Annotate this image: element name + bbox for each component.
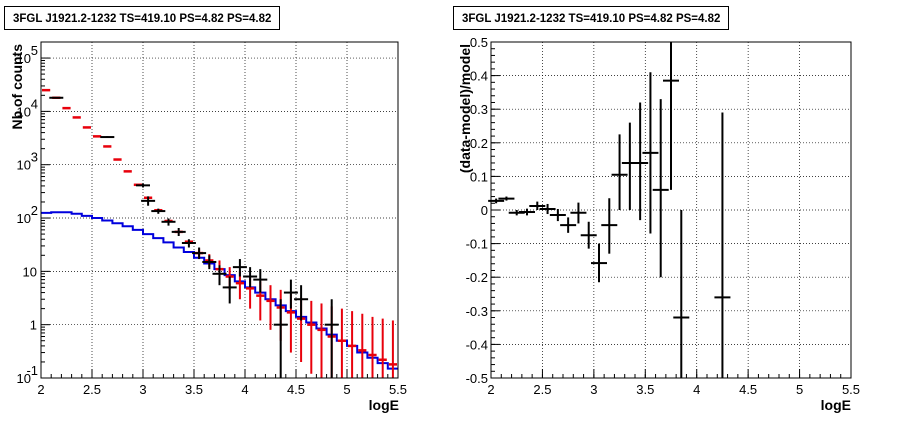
counts-x-ticks: 2 2.5 3 3.5 4 4.5 5 5.5: [37, 369, 407, 397]
counts-plot-border: [40, 41, 399, 379]
residual-chart-title: 3FGL J1921.2-1232 TS=419.10 PS=4.82 PS=4…: [453, 6, 730, 30]
counts-x-tick-label: 5: [343, 382, 350, 397]
residual-x-tick-label: 3: [590, 382, 597, 397]
residual-y-tick-label: 0.4: [470, 69, 488, 84]
residual-x-ticks: 2 2.5 3 3.5 4 4.5 5 5.5: [487, 369, 860, 397]
residual-y-tick-label: -0.4: [466, 337, 488, 352]
counts-x-axis-title: logE: [369, 397, 399, 413]
background-model-line: [41, 211, 398, 370]
residual-y-ticks: -0.5 -0.4 -0.3 -0.2 -0.1 0 0.1 0.2 0.3 0.4 0.5: [466, 35, 500, 386]
residual-x-tick-label: 3.5: [636, 382, 654, 397]
counts-plot-frame: [41, 42, 398, 378]
counts-y-tick-label: 10: [17, 51, 31, 66]
residual-x-axis-title: logE: [821, 397, 851, 413]
counts-y-tick-label: 10: [23, 264, 37, 279]
residual-data-series: [488, 42, 731, 378]
counts-x-tick-label: 2.5: [83, 382, 101, 397]
counts-x-tick-label: 3.5: [185, 382, 203, 397]
residual-y-tick-label: -0.5: [466, 371, 488, 386]
counts-y-tick-label: 10: [17, 158, 31, 173]
counts-y-tick-label: 10: [17, 371, 31, 386]
residual-y-tick-label: 0.5: [470, 35, 488, 50]
counts-x-tick-label: 4.5: [287, 382, 305, 397]
residual-y-tick-label: 0: [481, 203, 488, 218]
counts-chart-title: 3FGL J1921.2-1232 TS=419.10 PS=4.82 PS=4…: [4, 6, 281, 30]
residual-y-tick-label: -0.1: [466, 237, 488, 252]
residual-y-tick-label: -0.3: [466, 304, 488, 319]
residual-y-tick-label: 0.2: [470, 136, 488, 151]
residual-y-axis-title: (data-model)/model: [457, 44, 473, 173]
residual-x-tick-label: 5.5: [842, 382, 860, 397]
residual-x-tick-label: 4.5: [739, 382, 757, 397]
counts-y-tick-exponent: -1: [26, 363, 38, 378]
residual-x-tick-label: 2: [487, 382, 494, 397]
counts-y-tick-exponent: 4: [31, 96, 38, 111]
counts-y-axis-title: Nb of counts: [9, 44, 25, 130]
counts-y-tick-label: 10: [17, 211, 31, 226]
counts-y-tick-label: 1: [30, 318, 37, 333]
counts-x-tick-label: 2: [37, 382, 44, 397]
counts-data-series: [49, 96, 339, 378]
counts-y-tick-exponent: 3: [31, 150, 38, 165]
counts-y-tick-exponent: 5: [31, 43, 38, 58]
counts-x-tick-label: 4: [241, 382, 248, 397]
residual-y-tick-label: 0.3: [470, 102, 488, 117]
residual-panel: 2 2.5 3 3.5 4 4.5 5 5.5 -0.5 -0.4 -0.3 -0.2 -0.1 0 0.…: [457, 35, 860, 413]
residual-y-tick-label: -0.2: [466, 270, 488, 285]
residual-x-tick-label: 2.5: [533, 382, 551, 397]
residual-y-tick-label: 0.1: [470, 169, 488, 184]
counts-y-tick-exponent: 2: [31, 203, 38, 218]
counts-y-tick-label: 10: [17, 104, 31, 119]
residual-x-tick-label: 5: [796, 382, 803, 397]
counts-x-tick-label: 3: [139, 382, 146, 397]
residual-x-tick-label: 4: [693, 382, 700, 397]
counts-x-tick-label: 5.5: [389, 382, 407, 397]
background-model-series: [41, 211, 398, 370]
